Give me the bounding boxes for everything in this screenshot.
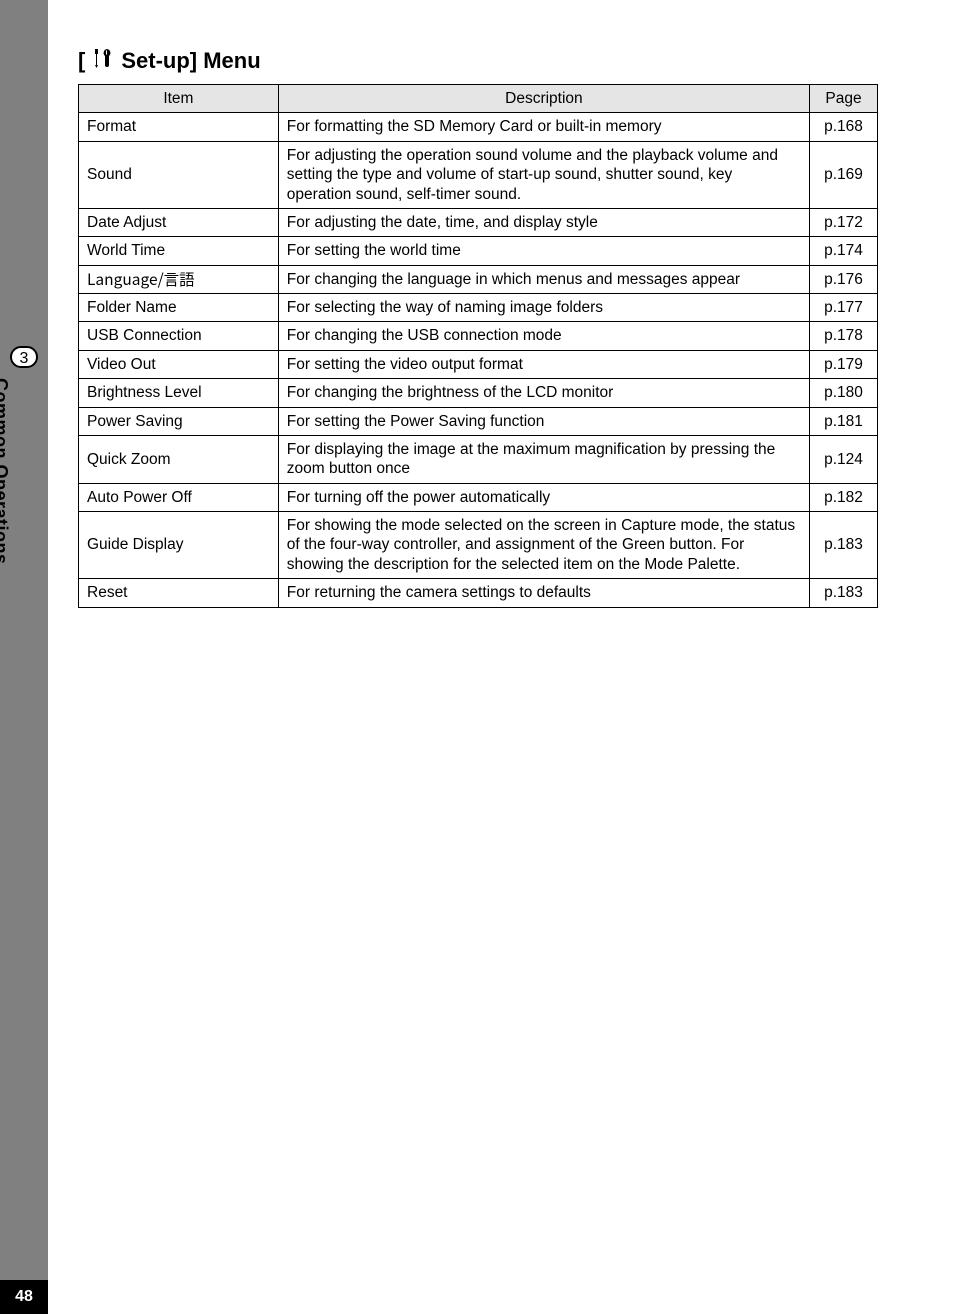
cell-item: Power Saving xyxy=(79,407,279,435)
cell-item: Sound xyxy=(79,141,279,208)
cell-description: For changing the brightness of the LCD m… xyxy=(278,379,809,407)
table-row: Sound For adjusting the operation sound … xyxy=(79,141,878,208)
cell-page: p.180 xyxy=(810,379,878,407)
table-row: Guide Display For showing the mode selec… xyxy=(79,512,878,579)
cell-description: For selecting the way of naming image fo… xyxy=(278,294,809,322)
col-header-page: Page xyxy=(810,85,878,113)
cell-item: Auto Power Off xyxy=(79,483,279,511)
col-header-description: Description xyxy=(278,85,809,113)
cell-item: Video Out xyxy=(79,350,279,378)
setup-menu-table: Item Description Page Format For formatt… xyxy=(78,84,878,608)
chapter-number: 3 xyxy=(20,350,29,367)
left-rail: 3 Common Operations 48 xyxy=(0,0,48,1314)
cell-description: For setting the Power Saving function xyxy=(278,407,809,435)
table-row: World Time For setting the world time p.… xyxy=(79,237,878,265)
setup-tools-icon xyxy=(93,48,113,74)
table-row: Folder Name For selecting the way of nam… xyxy=(79,294,878,322)
page-number-text: 48 xyxy=(15,1288,33,1305)
menu-heading: [ Set-up] Menu xyxy=(78,48,878,74)
cell-item: Reset xyxy=(79,579,279,607)
table-header-row: Item Description Page xyxy=(79,85,878,113)
cell-page: p.169 xyxy=(810,141,878,208)
cell-page: p.177 xyxy=(810,294,878,322)
table-row: Quick Zoom For displaying the image at t… xyxy=(79,435,878,483)
table-row: Date Adjust For adjusting the date, time… xyxy=(79,208,878,236)
section-label: Common Operations xyxy=(0,378,11,565)
col-header-item: Item xyxy=(79,85,279,113)
cell-description: For showing the mode selected on the scr… xyxy=(278,512,809,579)
cell-page: p.182 xyxy=(810,483,878,511)
cell-page: p.178 xyxy=(810,322,878,350)
cell-item: Quick Zoom xyxy=(79,435,279,483)
cell-page: p.168 xyxy=(810,113,878,141)
cell-description: For turning off the power automatically xyxy=(278,483,809,511)
table-row: USB Connection For changing the USB conn… xyxy=(79,322,878,350)
heading-suffix: Set-up] Menu xyxy=(121,48,260,74)
page-number: 48 xyxy=(0,1280,48,1314)
cell-item: USB Connection xyxy=(79,322,279,350)
cell-description: For adjusting the date, time, and displa… xyxy=(278,208,809,236)
table-row: Format For formatting the SD Memory Card… xyxy=(79,113,878,141)
cell-item: Language/言語 xyxy=(79,265,279,293)
cell-item: Folder Name xyxy=(79,294,279,322)
cell-description: For returning the camera settings to def… xyxy=(278,579,809,607)
cell-page: p.183 xyxy=(810,512,878,579)
cell-item: Guide Display xyxy=(79,512,279,579)
table-row: Video Out For setting the video output f… xyxy=(79,350,878,378)
cell-description: For setting the video output format xyxy=(278,350,809,378)
heading-prefix: [ xyxy=(78,48,85,74)
cell-description: For setting the world time xyxy=(278,237,809,265)
table-row: Power Saving For setting the Power Savin… xyxy=(79,407,878,435)
cell-page: p.124 xyxy=(810,435,878,483)
cell-description: For displaying the image at the maximum … xyxy=(278,435,809,483)
cell-description: For formatting the SD Memory Card or bui… xyxy=(278,113,809,141)
table-row: Language/言語 For changing the language in… xyxy=(79,265,878,293)
cell-description: For adjusting the operation sound volume… xyxy=(278,141,809,208)
chapter-badge: 3 xyxy=(10,346,38,368)
cell-page: p.179 xyxy=(810,350,878,378)
cell-description: For changing the language in which menus… xyxy=(278,265,809,293)
cell-description: For changing the USB connection mode xyxy=(278,322,809,350)
cell-page: p.181 xyxy=(810,407,878,435)
cell-page: p.183 xyxy=(810,579,878,607)
cell-item: Date Adjust xyxy=(79,208,279,236)
table-row: Reset For returning the camera settings … xyxy=(79,579,878,607)
content-area: [ Set-up] Menu xyxy=(78,48,878,608)
table-row: Auto Power Off For turning off the power… xyxy=(79,483,878,511)
cell-item: World Time xyxy=(79,237,279,265)
page: 3 Common Operations 48 [ xyxy=(0,0,954,1314)
cell-page: p.176 xyxy=(810,265,878,293)
table-row: Brightness Level For changing the bright… xyxy=(79,379,878,407)
cell-page: p.172 xyxy=(810,208,878,236)
cell-item: Format xyxy=(79,113,279,141)
cell-page: p.174 xyxy=(810,237,878,265)
cell-item: Brightness Level xyxy=(79,379,279,407)
